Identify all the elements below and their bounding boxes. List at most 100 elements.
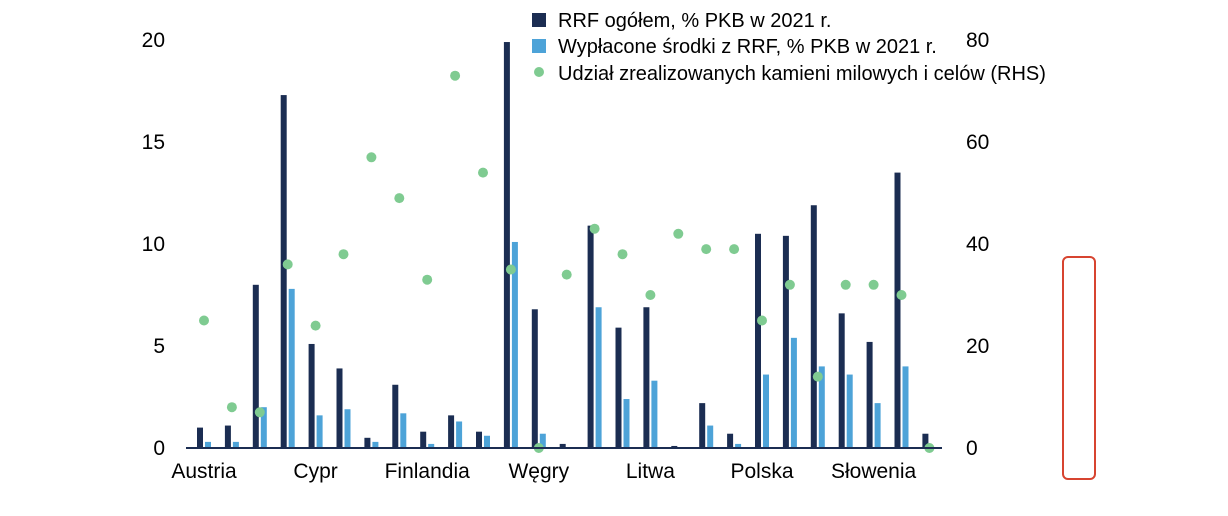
bar-rrf-paid-19 — [707, 425, 714, 448]
bar-rrf-total-6 — [336, 368, 343, 448]
point-milestones-8 — [394, 193, 405, 204]
point-milestones-5 — [310, 320, 321, 331]
x-tick-label: Słowenia — [831, 460, 917, 483]
legend-label-milestones: Udział zrealizowanych kamieni milowych i… — [558, 63, 1046, 85]
point-milestones-2 — [226, 402, 237, 413]
point-milestones-6 — [338, 249, 349, 260]
x-axis-labels: Austria Cypr Finlandia Węgry Litwa Polska Słow… — [171, 460, 916, 483]
legend-label-rrf-total: RRF ogółem, % PKB w 2021 r. — [558, 10, 831, 32]
bar-rrf-paid-22 — [790, 337, 797, 448]
right-tick-label: 0 — [966, 437, 978, 460]
bar-rrf-total-25 — [866, 341, 873, 448]
right-tick-label: 60 — [966, 131, 989, 154]
bar-rrf-paid-21 — [763, 374, 769, 448]
point-milestones-12 — [505, 264, 516, 275]
left-tick-label: 0 — [153, 437, 165, 460]
point-milestones-15 — [589, 223, 600, 234]
point-milestones-11 — [478, 167, 488, 178]
bar-rrf-paid-25 — [874, 403, 881, 448]
x-tick-label: Finlandia — [385, 460, 471, 483]
x-tick-label: Cypr — [293, 460, 337, 483]
point-milestones-24 — [840, 279, 851, 290]
right-tick-label: 80 — [966, 29, 989, 52]
point-milestones-9 — [422, 274, 433, 285]
bar-rrf-paid-13 — [539, 433, 546, 448]
point-milestones-1 — [199, 315, 209, 326]
bar-rrf-total-3 — [252, 284, 259, 448]
bar-rrf-paid-1 — [205, 441, 211, 448]
legend-swatch-rrf-total — [532, 13, 546, 27]
x-tick-label: Austria — [171, 460, 237, 483]
left-tick-label: 20 — [142, 29, 165, 52]
point-milestones-20 — [729, 244, 740, 255]
bar-rrf-paid-8 — [400, 413, 407, 448]
right-tick-label: 20 — [966, 335, 989, 358]
point-milestones-17 — [645, 290, 656, 300]
bar-rrf-total-18 — [671, 445, 678, 448]
bar-rrf-total-2 — [224, 425, 231, 448]
bar-rrf-paid-7 — [372, 441, 379, 448]
bar-rrf-paid-20 — [735, 443, 742, 448]
left-tick-label: 5 — [153, 335, 165, 358]
bar-rrf-paid-16 — [623, 399, 630, 448]
legend-label-rrf-paid: Wypłacone środki z RRF, % PKB w 2021 r. — [558, 36, 937, 58]
plot-area — [197, 42, 935, 453]
bar-rrf-total-24 — [838, 313, 845, 448]
bar-rrf-total-5 — [308, 343, 315, 448]
x-tick-label: Polska — [730, 460, 793, 483]
bar-rrf-total-13 — [531, 309, 538, 448]
bar-rrf-paid-12 — [511, 241, 518, 448]
bar-rrf-total-4 — [280, 95, 287, 448]
bar-rrf-total-10 — [448, 415, 455, 448]
left-tick-label: 10 — [142, 233, 165, 256]
right-axis-ticks: 0 20 40 60 80 — [966, 29, 989, 460]
bar-rrf-paid-24 — [846, 374, 853, 448]
bar-rrf-paid-17 — [651, 380, 658, 448]
bar-rrf-total-12 — [503, 42, 510, 448]
point-milestones-4 — [282, 259, 293, 270]
bar-rrf-paid-10 — [456, 421, 463, 448]
legend: RRF ogółem, % PKB w 2021 r. Wypłacone śr… — [532, 10, 1046, 85]
bar-rrf-total-20 — [727, 433, 734, 448]
bar-rrf-total-1 — [197, 427, 203, 448]
right-tick-label: 40 — [966, 233, 989, 256]
highlight-annotation-box — [1062, 256, 1096, 480]
bar-rrf-total-26 — [894, 172, 901, 448]
point-milestones-3 — [254, 407, 265, 418]
point-milestones-7 — [366, 152, 377, 163]
bar-rrf-paid-6 — [344, 409, 351, 448]
point-milestones-22 — [784, 279, 795, 290]
legend-swatch-milestones — [534, 67, 544, 77]
point-milestones-18 — [673, 228, 684, 239]
bar-rrf-total-22 — [782, 235, 789, 448]
x-tick-label: Litwa — [626, 460, 675, 483]
bar-rrf-paid-26 — [902, 366, 909, 448]
bar-rrf-total-16 — [615, 327, 622, 448]
point-milestones-10 — [450, 70, 461, 81]
point-milestones-26 — [896, 290, 907, 300]
x-tick-label: Węgry — [508, 460, 569, 483]
point-milestones-16 — [617, 249, 628, 260]
bar-rrf-total-17 — [643, 307, 650, 448]
bar-rrf-total-21 — [755, 233, 761, 448]
point-milestones-19 — [701, 244, 712, 255]
bar-rrf-paid-5 — [316, 415, 323, 448]
left-axis-ticks: 0 5 10 15 20 — [142, 29, 165, 460]
point-milestones-25 — [868, 279, 879, 290]
legend-swatch-rrf-paid — [532, 39, 546, 53]
bar-rrf-total-27 — [922, 433, 929, 448]
bar-rrf-paid-15 — [595, 307, 602, 448]
bar-rrf-paid-9 — [428, 443, 435, 448]
bar-rrf-total-7 — [364, 437, 371, 448]
bar-rrf-total-8 — [392, 384, 399, 448]
bar-rrf-total-23 — [810, 205, 817, 448]
point-milestones-21 — [757, 315, 767, 326]
bar-rrf-paid-23 — [818, 366, 825, 448]
point-milestones-14 — [561, 269, 572, 280]
bar-rrf-total-9 — [420, 431, 427, 448]
bar-rrf-total-15 — [587, 225, 594, 448]
bar-rrf-paid-4 — [288, 288, 295, 448]
point-milestones-23 — [812, 371, 823, 382]
bar-rrf-paid-3 — [260, 407, 267, 448]
